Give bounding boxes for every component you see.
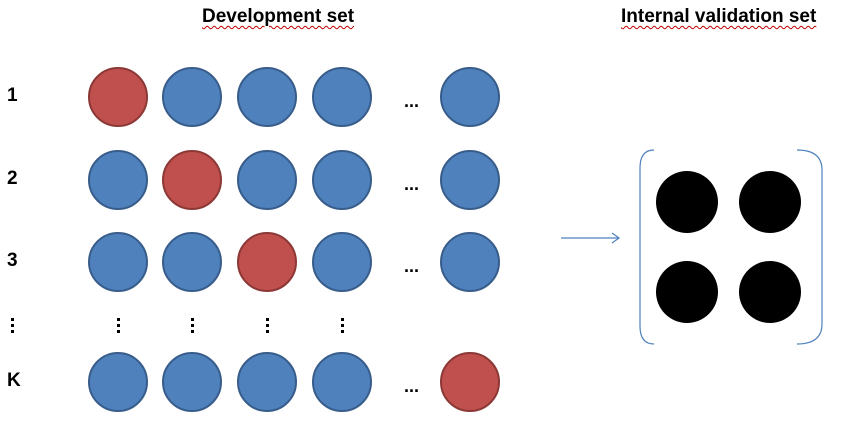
validation-dot <box>739 261 801 323</box>
training-fold-circle <box>312 352 372 412</box>
training-fold-circle <box>440 67 500 127</box>
training-fold-circle <box>88 352 148 412</box>
held-out-fold-circle <box>162 150 222 210</box>
arrow-head <box>611 232 621 244</box>
training-fold-circle <box>88 150 148 210</box>
horizontal-ellipsis: ... <box>404 174 420 194</box>
row-label: 3 <box>7 250 18 271</box>
row-label: 1 <box>7 85 18 106</box>
vertical-ellipsis <box>266 318 270 336</box>
left-bracket <box>639 149 655 345</box>
row-label: K <box>7 370 21 391</box>
validation-set-title: Internal validation set <box>621 6 817 27</box>
right-bracket <box>796 149 823 345</box>
training-fold-circle <box>162 352 222 412</box>
horizontal-ellipsis: ... <box>404 91 420 111</box>
held-out-fold-circle <box>88 67 148 127</box>
training-fold-circle <box>440 150 500 210</box>
horizontal-ellipsis: ... <box>404 256 420 276</box>
validation-dots <box>656 171 801 323</box>
training-fold-circle <box>312 150 372 210</box>
training-fold-circle <box>312 232 372 292</box>
held-out-fold-circle <box>440 352 500 412</box>
training-fold-circle <box>440 232 500 292</box>
training-fold-circle <box>162 232 222 292</box>
training-fold-circle <box>312 67 372 127</box>
validation-dot <box>656 261 718 323</box>
validation-dot <box>739 171 801 233</box>
held-out-fold-circle <box>237 232 297 292</box>
development-set-title: Development set <box>202 6 355 27</box>
vertical-ellipsis <box>117 318 121 336</box>
training-fold-circle <box>237 150 297 210</box>
vertical-ellipsis <box>11 318 15 336</box>
training-fold-circle <box>88 232 148 292</box>
training-fold-circle <box>237 67 297 127</box>
training-fold-circle <box>162 67 222 127</box>
vertical-ellipsis <box>341 318 345 336</box>
validation-dot <box>656 171 718 233</box>
vertical-ellipsis <box>191 318 195 336</box>
row-label: 2 <box>7 168 18 189</box>
training-fold-circle <box>237 352 297 412</box>
horizontal-ellipsis: ... <box>404 376 420 396</box>
